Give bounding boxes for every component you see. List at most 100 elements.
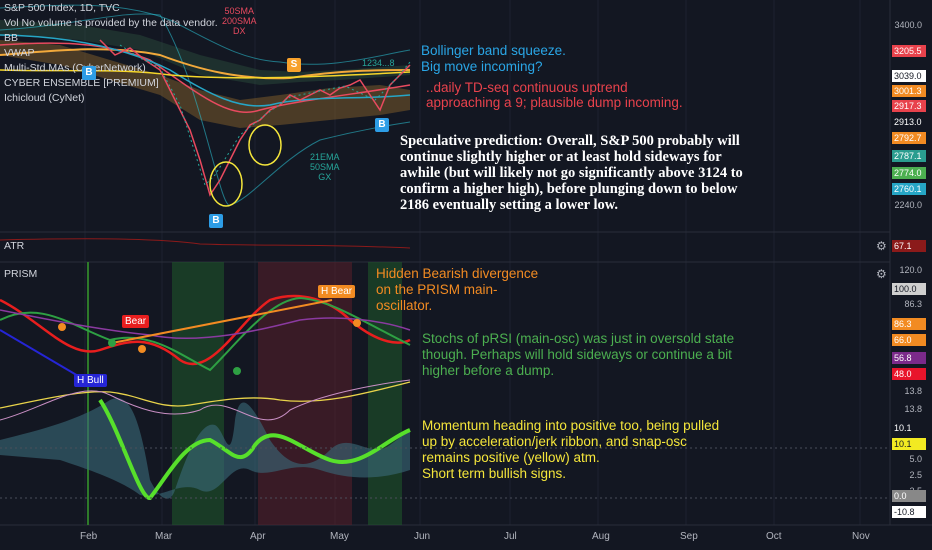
note-bb-1: Bollinger band squeeze.: [421, 43, 566, 58]
note-spec-3: awhile (but will likely not go significa…: [400, 165, 743, 181]
price-label: 67.1: [892, 240, 926, 252]
price-label: 2760.1: [892, 183, 926, 195]
price-label: 2913.0: [892, 116, 926, 128]
price-label: 3400.0: [894, 20, 922, 30]
buy-marker[interactable]: B: [209, 214, 223, 228]
note-mom-1: Momentum heading into positive too, bein…: [422, 418, 720, 433]
symbol-title[interactable]: S&P 500 Index, 1D, TVC: [4, 2, 120, 14]
legend-vwap[interactable]: VWAP: [4, 47, 35, 59]
price-label: 3205.5: [892, 45, 926, 57]
price-label: 86.3: [904, 299, 922, 309]
note-td-1: ..daily TD-seq continuous uptrend: [426, 80, 628, 95]
candles: [99, 39, 411, 197]
legend-ichi[interactable]: Ichicloud (CyNet): [4, 92, 85, 104]
price-label: 2.5: [909, 470, 922, 480]
ema-label: 21EMA: [310, 152, 340, 162]
time-label: Oct: [766, 531, 782, 542]
pane-settings-icon[interactable]: ⚙: [876, 239, 887, 253]
osc-dot: [108, 339, 116, 347]
legend-cyber[interactable]: CYBER ENSEMBLE [PREMIUM]: [4, 77, 159, 89]
time-label: Mar: [155, 531, 173, 542]
ichimoku-cloud: [0, 20, 410, 128]
price-label: 2787.1: [892, 150, 926, 162]
buy-marker[interactable]: B: [82, 66, 96, 80]
note-hidden-3: oscillator.: [376, 298, 433, 313]
atr-line: [0, 238, 411, 249]
note-mom-3: remains positive (yellow) atm.: [422, 450, 600, 465]
bull-zone: [368, 262, 402, 525]
osc-dot: [233, 367, 241, 375]
note-spec-1: Speculative prediction: Overall, S&P 500…: [400, 133, 740, 149]
stoch-line: [0, 379, 411, 421]
price-label: 13.8: [904, 404, 922, 414]
legend-multi[interactable]: Multi-Std.MAs (CyberNetwork): [4, 62, 146, 74]
note-td-2: approaching a 9; plausible dump incoming…: [426, 95, 683, 110]
price-label: 2792.7: [892, 132, 926, 144]
time-label: Aug: [592, 531, 610, 542]
price-label: 2774.0: [892, 167, 926, 179]
bear-divergence: [111, 299, 333, 344]
note-stoch-1: Stochs of pRSI (main-osc) was just in ov…: [422, 331, 735, 346]
legend-vol[interactable]: Vol No volume is provided by the data ve…: [4, 17, 218, 29]
price-label: 66.0: [892, 334, 926, 346]
bollinger-lower: [0, 13, 411, 206]
sma-label: DX: [233, 26, 246, 36]
snap-osc: [0, 381, 411, 409]
sma-label: 50SMA: [224, 6, 255, 16]
ema-label: GX: [318, 172, 332, 182]
bull-divergence: [0, 329, 86, 381]
pane-settings-icon[interactable]: ⚙: [876, 267, 887, 281]
price-label: 3001.3: [892, 85, 926, 97]
note-mom-4: Short term bullish signs.: [422, 466, 567, 481]
note-mom-2: up by acceleration/jerk ribbon, and snap…: [422, 434, 687, 449]
bollinger-upper: [0, 4, 411, 65]
time-label: Jul: [504, 531, 517, 542]
ma-cyan: [0, 34, 411, 107]
osc-dot: [353, 319, 361, 327]
legend-bb[interactable]: BB: [4, 32, 19, 44]
td-count: 1234...8: [362, 58, 395, 68]
note-hidden-1: Hidden Bearish divergence: [376, 266, 539, 281]
prism-purple: [0, 309, 411, 340]
h-bull-tag: H Bull: [74, 374, 107, 387]
prism-title[interactable]: PRISM: [4, 268, 38, 280]
osc-dot: [58, 323, 66, 331]
price-label: 56.8: [892, 352, 926, 364]
time-label: Nov: [852, 531, 870, 542]
note-bb-2: Big move incoming?: [421, 59, 543, 74]
note-stoch-3: higher before a dump.: [422, 363, 555, 378]
vwap-line: [0, 69, 411, 79]
price-label: 5.0: [909, 454, 922, 464]
price-label: 86.3: [892, 318, 926, 330]
highlight-circle: [248, 124, 282, 166]
price-label: 2917.3: [892, 100, 926, 112]
prism-main: [0, 294, 411, 366]
sell-marker[interactable]: S: [287, 58, 301, 72]
time-label: May: [330, 531, 349, 542]
osc-dot: [138, 345, 146, 353]
price-label: 48.0: [892, 368, 926, 380]
price-label: -10.8: [892, 506, 926, 518]
h-bear-tag: H Bear: [318, 285, 356, 298]
price-label: 3039.0: [892, 70, 926, 82]
price-label: 10.1: [892, 422, 926, 434]
highlight-circle: [209, 161, 243, 207]
sma-label: 200SMA: [222, 16, 257, 26]
time-label: Jun: [414, 531, 431, 542]
price-label: 100.0: [892, 283, 926, 295]
note-hidden-2: on the PRISM main-: [376, 282, 498, 297]
atr-title[interactable]: ATR: [4, 240, 25, 252]
time-label: Sep: [680, 531, 698, 542]
note-spec-4: confirm a higher high), before plunging …: [400, 181, 738, 197]
note-spec-5: 2186 eventually setting a lower low.: [400, 197, 619, 213]
ma-orange: [0, 48, 411, 80]
accel-ribbon: [98, 398, 411, 500]
price-label: 120.0: [899, 265, 922, 275]
time-label: Apr: [250, 531, 266, 542]
price-label: 2240.0: [894, 200, 922, 210]
ma-red: [0, 42, 411, 113]
price-label: 10.1: [892, 438, 926, 450]
buy-marker[interactable]: B: [375, 118, 389, 132]
ema-label: 50SMA: [310, 162, 340, 172]
